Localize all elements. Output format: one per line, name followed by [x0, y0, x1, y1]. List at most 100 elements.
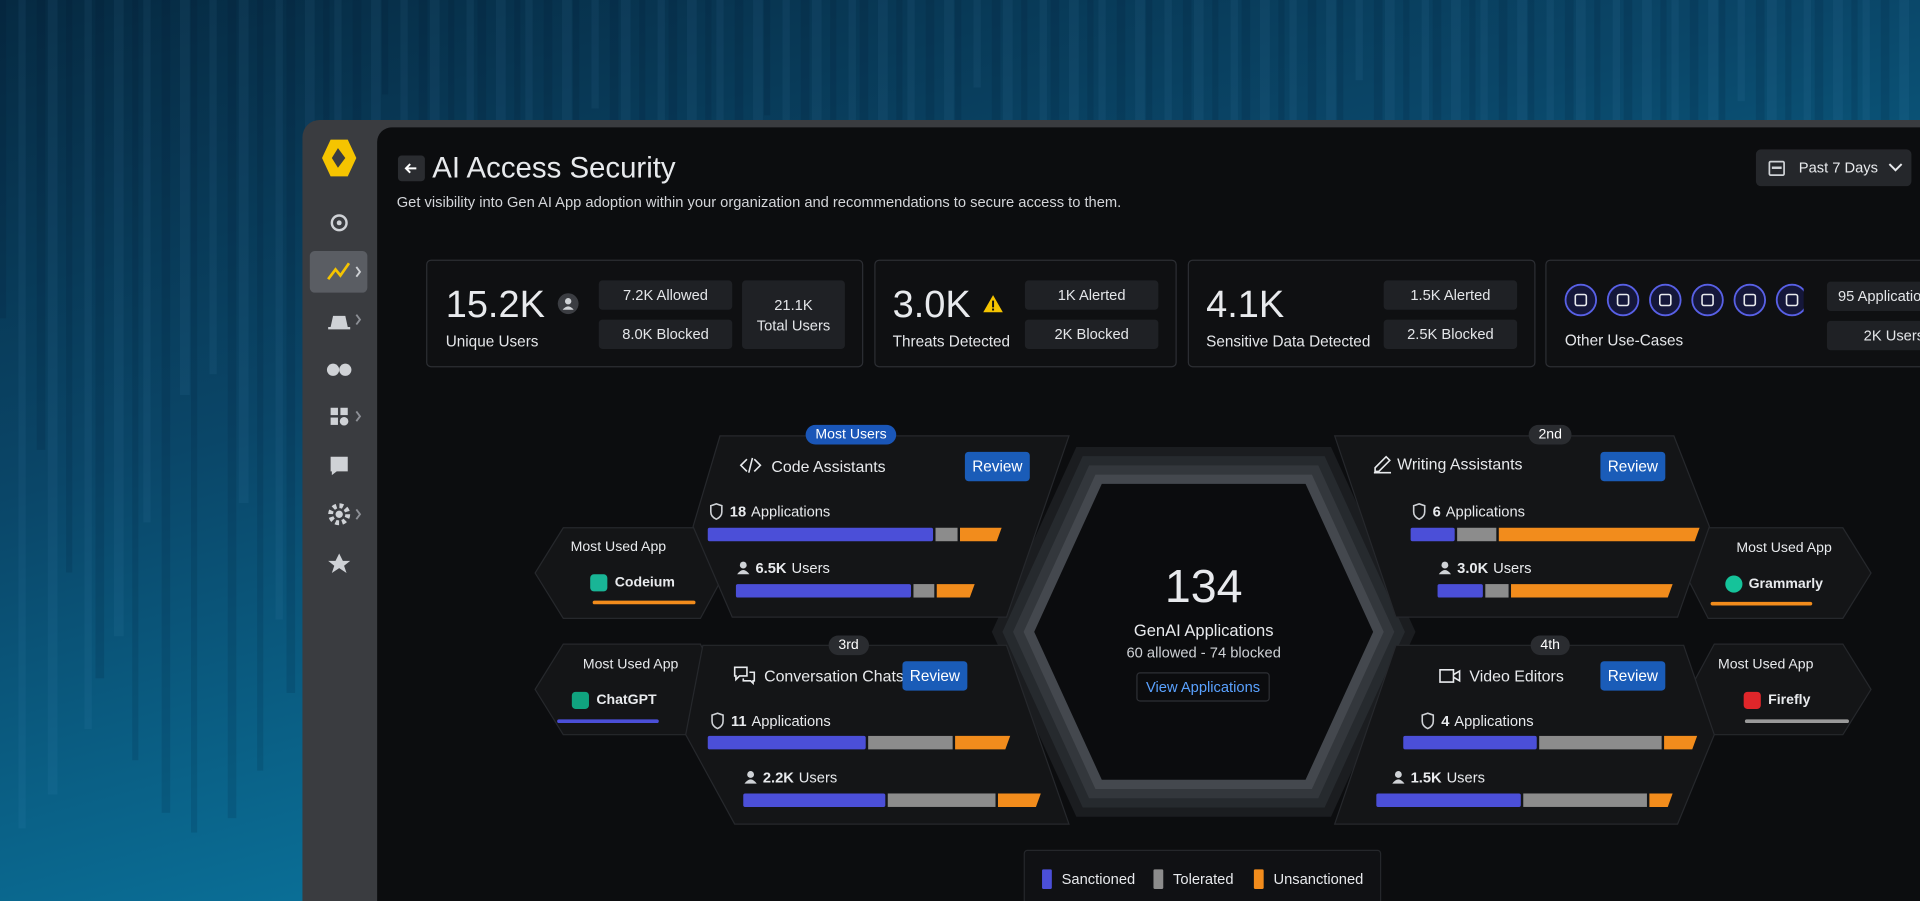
category-badge: 4th	[1530, 635, 1570, 656]
review-button[interactable]: Review	[1600, 661, 1666, 691]
stat-label: Threats Detected	[892, 333, 1011, 351]
legend-label: Unsanctioned	[1273, 870, 1364, 888]
legend-swatch	[1042, 869, 1052, 889]
category-name: Code Assistants	[771, 457, 886, 476]
applications-label: Applications	[751, 503, 831, 521]
dropdown-chevron	[1888, 163, 1903, 172]
date-range-button[interactable]: Past 7 Days	[1755, 149, 1912, 187]
category-badge: 3rd	[828, 635, 869, 656]
review-button[interactable]: Review	[1600, 451, 1666, 482]
calendar-icon	[1768, 160, 1785, 176]
button-text: View Applications	[1146, 678, 1261, 696]
most-used-app: Firefly	[1768, 693, 1811, 708]
most-used-app: Grammarly	[1748, 576, 1823, 592]
users-row: 3.0K Users	[1457, 560, 1531, 577]
calendar-line	[1771, 166, 1782, 169]
most-used-label: Most Used App	[582, 657, 679, 673]
users-count: 2.2K	[762, 768, 794, 787]
pill-text: 2.5K Blocked	[1407, 325, 1494, 343]
total-value: 21.1K	[774, 295, 813, 313]
chevron	[1888, 163, 1903, 172]
bar-tolerated	[887, 793, 996, 807]
calendar-frame	[1768, 160, 1785, 176]
stripe	[132, 0, 139, 761]
view-applications-button[interactable]: View Applications	[1136, 672, 1270, 702]
button-text: Review	[972, 457, 1023, 476]
hub-title: GenAI Applications	[1133, 621, 1274, 640]
stat-pill: 1K Alerted	[1024, 280, 1159, 310]
use-case-glyph	[1659, 293, 1672, 307]
most-used-label: Most Used App	[1736, 541, 1832, 556]
category-badge: Most Users	[805, 424, 897, 445]
nav-icon[interactable]	[326, 363, 340, 376]
bar-sanctioned	[735, 584, 912, 598]
users-label: Users	[798, 768, 838, 787]
stripe	[227, 0, 237, 819]
icon-head	[564, 298, 572, 305]
applications-row: 11 Applications	[731, 713, 831, 730]
use-case-glyph	[1701, 293, 1714, 307]
stripe	[95, 0, 105, 679]
stripe	[1708, 0, 1718, 232]
stat-pill: 2.5K Blocked	[1383, 319, 1518, 349]
app-usage-line	[1710, 601, 1813, 606]
nav-icon[interactable]	[328, 315, 351, 330]
use-case-icon	[1775, 283, 1804, 317]
hub-count: 134	[1164, 561, 1243, 613]
nav-icon[interactable]	[330, 214, 348, 232]
use-case-icon	[1564, 283, 1598, 317]
use-case-icon	[1733, 283, 1767, 317]
nav-icon-part	[339, 363, 352, 376]
stripe	[1355, 0, 1363, 81]
category-icon	[1373, 455, 1392, 474]
most-used-label: Most Used App	[1717, 657, 1814, 673]
stripe	[47, 0, 58, 795]
stat-label: Unique Users	[445, 333, 539, 351]
app-usage-line	[1744, 719, 1849, 724]
use-case-icon	[1649, 283, 1682, 317]
users-row: 1.5K Users	[1411, 769, 1485, 786]
most-used-label: Most Used App	[570, 540, 667, 555]
warning-icon	[983, 295, 1003, 313]
use-case-glyph	[1785, 293, 1799, 307]
review-button[interactable]: Review	[902, 661, 968, 691]
person-icon-body	[1438, 570, 1452, 575]
nav-icon[interactable]	[330, 456, 348, 476]
chevron	[355, 314, 362, 326]
stat-card: Other Use-Cases 95 Applications 2K Users	[1545, 259, 1920, 368]
stat-pill: 8.0K Blocked	[598, 319, 733, 349]
nav-icon[interactable]	[330, 407, 338, 416]
bar-tolerated	[1523, 793, 1647, 807]
person-icon-head	[739, 561, 747, 569]
use-case-glyph	[1743, 293, 1757, 307]
stripe	[352, 0, 362, 226]
stripe	[0, 0, 7, 319]
stripe	[143, 0, 151, 523]
logo	[322, 139, 357, 177]
applications-row: 6 Applications	[1433, 503, 1525, 520]
review-button[interactable]: Review	[964, 451, 1030, 482]
chevron	[355, 410, 362, 422]
most-used-app: Codeium	[614, 575, 675, 591]
stripe	[944, 0, 954, 192]
applications-count: 11	[731, 712, 747, 730]
stripe	[1737, 0, 1745, 102]
nav-icon[interactable]	[328, 503, 351, 526]
stat-pill: 2K Blocked	[1024, 319, 1159, 349]
legend-swatch	[1253, 869, 1264, 889]
bar-unsanctioned	[960, 527, 1002, 542]
bar-unsanctioned	[1511, 584, 1673, 598]
stripe	[973, 0, 981, 88]
category-name: Writing Assistants	[1397, 454, 1523, 474]
back-button[interactable]	[397, 155, 425, 182]
nav-icon-dot	[336, 220, 342, 226]
app-icon	[571, 691, 589, 709]
hub-subtitle: 60 allowed - 74 blocked	[1126, 644, 1281, 662]
stripe	[180, 0, 190, 395]
nav-icon[interactable]	[328, 553, 351, 574]
stripe	[18, 0, 26, 829]
